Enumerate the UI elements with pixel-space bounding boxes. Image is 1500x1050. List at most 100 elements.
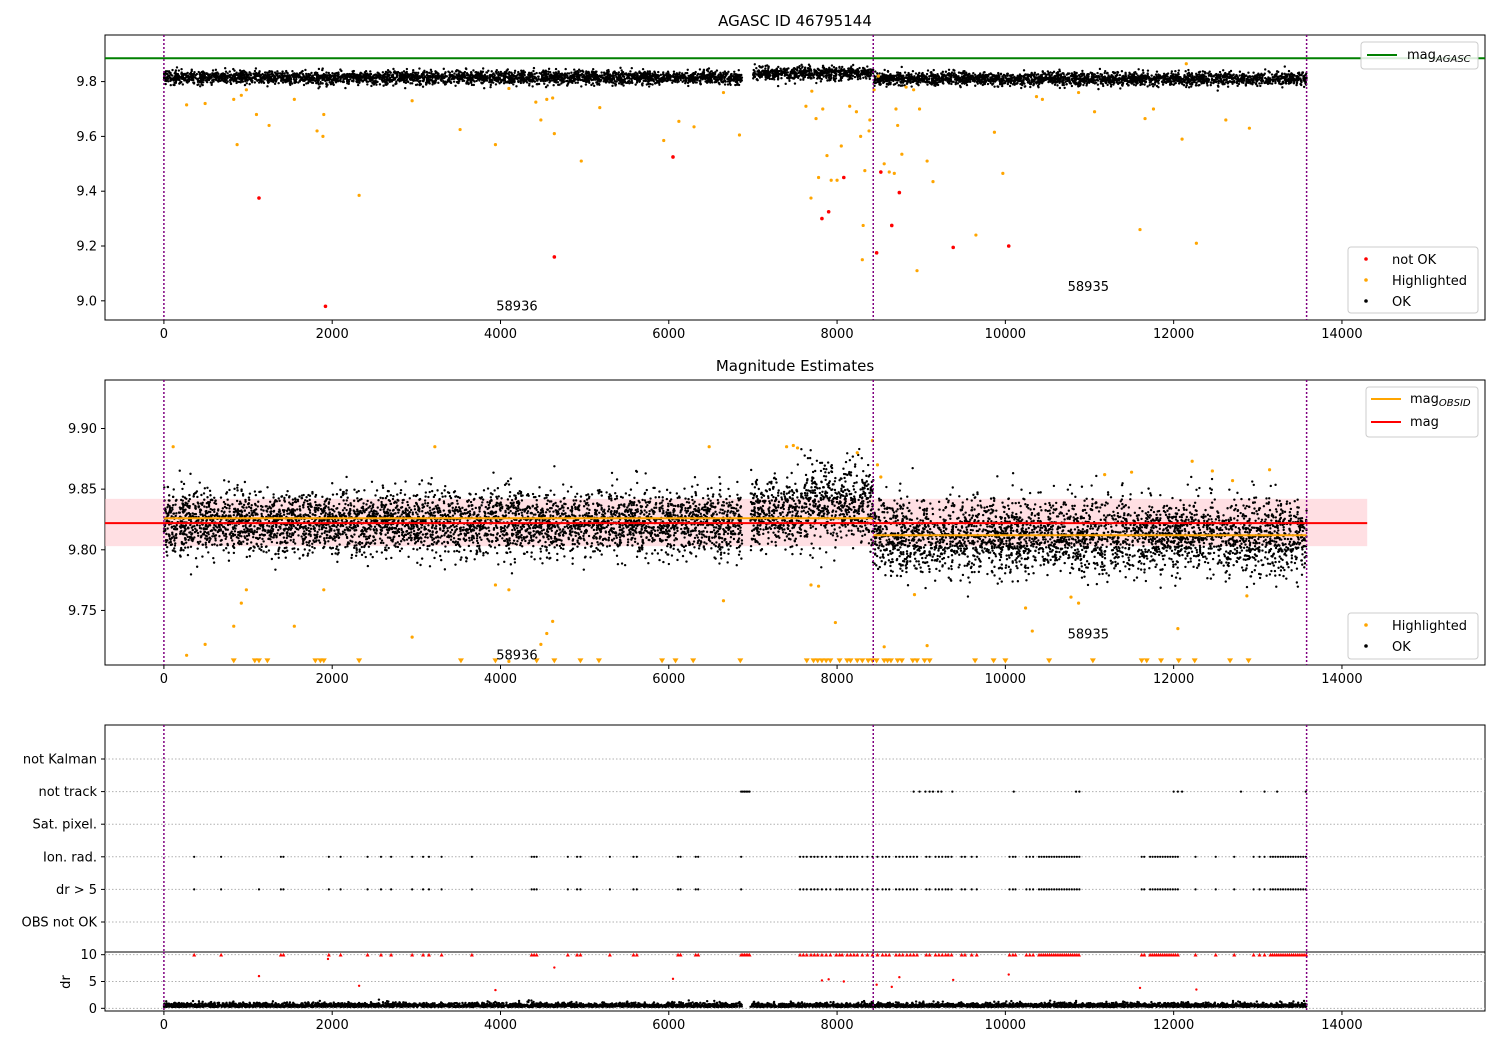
ok-point	[761, 72, 763, 74]
ok-point	[375, 83, 377, 85]
ok-point	[515, 76, 517, 78]
ok-point	[305, 82, 307, 84]
ok-point	[422, 85, 424, 87]
ok-point	[673, 73, 675, 75]
ok-point	[636, 74, 638, 76]
ok-point	[671, 82, 673, 84]
ok-point	[802, 79, 804, 81]
ok-point	[788, 77, 790, 79]
ok-point	[305, 77, 307, 79]
ok-point	[1188, 86, 1190, 88]
ok-point	[581, 79, 583, 81]
ok-point	[993, 85, 995, 87]
ok-point	[239, 69, 241, 71]
ok-point	[201, 84, 203, 86]
ok-point	[738, 69, 740, 71]
ok-point	[833, 79, 835, 81]
ok-point	[232, 80, 234, 82]
ok-point	[775, 68, 777, 70]
ok-point	[734, 78, 736, 80]
ok-point	[248, 76, 250, 78]
ok-point	[1027, 80, 1029, 82]
ok-point	[349, 75, 351, 77]
ok-point	[613, 80, 615, 82]
ok-point	[769, 71, 771, 73]
ok-point	[189, 77, 191, 79]
ok-point	[192, 81, 194, 83]
ok-point	[1172, 73, 1174, 75]
ok-point	[373, 77, 375, 79]
ok-point	[335, 79, 337, 81]
ok-point	[476, 73, 478, 75]
ok-point	[470, 82, 472, 84]
ok-point	[171, 69, 173, 71]
ok-point	[664, 74, 666, 76]
ok-point	[382, 81, 384, 83]
ok-point	[299, 80, 301, 82]
ok-point	[502, 72, 504, 74]
ok-point	[630, 79, 632, 81]
ok-point	[301, 70, 303, 72]
ok-point	[541, 76, 543, 78]
ok-point	[933, 69, 935, 71]
ok-point	[648, 80, 650, 82]
ok-point	[809, 65, 811, 67]
ok-point	[599, 74, 601, 76]
ok-point	[579, 70, 581, 72]
ok-point	[235, 82, 237, 84]
ok-point	[404, 87, 406, 89]
ok-point	[577, 71, 579, 73]
ok-point	[1178, 69, 1180, 71]
ok-point	[585, 76, 587, 78]
ok-point	[849, 70, 851, 72]
ok-point	[191, 73, 193, 75]
ok-point	[676, 77, 678, 79]
ok-point	[307, 81, 309, 83]
ok-point	[535, 72, 537, 74]
ok-point	[489, 86, 491, 88]
ok-point	[618, 75, 620, 77]
ok-point	[226, 72, 228, 74]
ok-point	[549, 80, 551, 82]
ok-point	[926, 83, 928, 85]
ok-point	[264, 71, 266, 73]
ok-point	[339, 78, 341, 80]
ok-point	[1265, 78, 1267, 80]
ok-point	[710, 70, 712, 72]
ok-point	[753, 70, 755, 72]
ok-point	[850, 74, 852, 76]
ok-point	[193, 71, 195, 73]
ok-point	[577, 74, 579, 76]
ok-point	[397, 79, 399, 81]
ok-point	[306, 75, 308, 77]
ok-point	[549, 77, 551, 79]
ok-point	[365, 77, 367, 79]
ok-point	[309, 77, 311, 79]
ok-point	[271, 72, 273, 74]
ok-point	[573, 77, 575, 79]
ok-point	[182, 83, 184, 85]
ok-point	[806, 73, 808, 75]
ok-point	[412, 69, 414, 71]
ok-point	[624, 80, 626, 82]
ok-point	[225, 79, 227, 81]
ok-point	[324, 75, 326, 77]
ok-point	[953, 69, 955, 71]
ok-point	[1000, 73, 1002, 75]
ok-point	[862, 77, 864, 79]
ok-point	[926, 73, 928, 75]
ok-point	[556, 74, 558, 76]
ok-point	[304, 69, 306, 71]
ok-point	[827, 71, 829, 73]
ok-point	[696, 79, 698, 81]
ok-point	[544, 79, 546, 81]
ok-point	[826, 68, 828, 70]
ok-point	[236, 77, 238, 79]
ok-point	[777, 75, 779, 77]
ok-point	[869, 78, 871, 80]
ok-point	[285, 76, 287, 78]
ok-point	[927, 69, 929, 71]
ok-point	[799, 71, 801, 73]
ok-point	[663, 78, 665, 80]
ok-point	[799, 79, 801, 81]
